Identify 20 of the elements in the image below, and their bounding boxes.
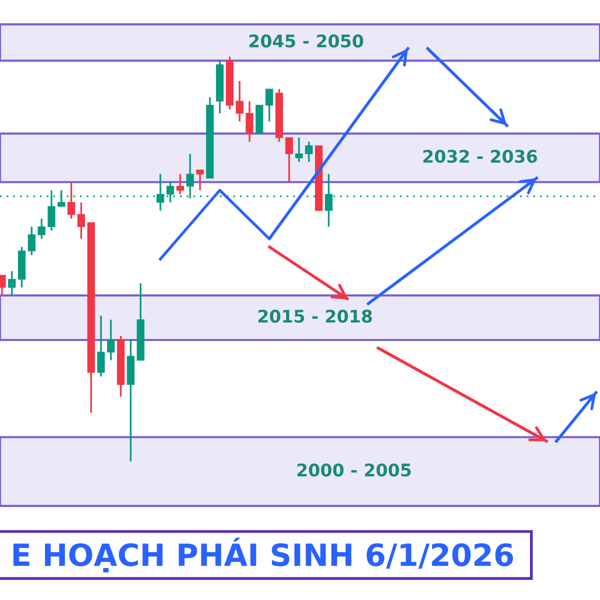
- band-label: 2000 - 2005: [297, 463, 411, 477]
- band-label: 2045 - 2050: [249, 34, 364, 48]
- candlestick: [8, 270, 16, 296]
- candlestick: [236, 80, 244, 122]
- candlestick: [196, 169, 204, 192]
- text: E HOẠCH PHÁI SINH 6/1/2026: [13, 538, 513, 572]
- candlestick: [77, 202, 86, 240]
- candlestick: [38, 218, 46, 240]
- candlestick: [97, 314, 105, 378]
- candlestick: [28, 226, 36, 256]
- candlestick: [107, 318, 115, 362]
- band-label: 2032 - 2036: [423, 150, 538, 163]
- candlestick: [67, 181, 76, 220]
- candlestick: [285, 136, 293, 183]
- candlestick: [305, 140, 313, 163]
- candlestick: [265, 88, 274, 122]
- candlestick: [246, 100, 254, 142]
- candlestick: [176, 173, 184, 196]
- band-label: 2015 - 2018: [258, 310, 372, 323]
- candlestick: [295, 136, 303, 163]
